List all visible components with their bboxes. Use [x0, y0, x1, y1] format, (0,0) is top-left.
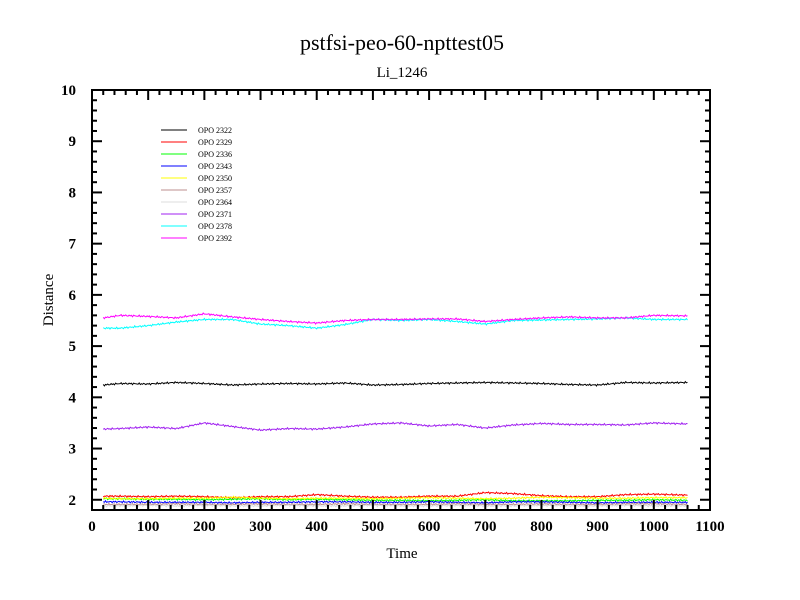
x-tick-label-1: 100: [137, 519, 160, 535]
legend-label-1: OPO 2329: [198, 138, 232, 147]
legend-label-3: OPO 2343: [198, 162, 232, 171]
x-tick-label-5: 500: [362, 519, 385, 535]
x-tick-label-2: 200: [193, 519, 216, 535]
ticks-layer: 0 100 200 300 400 500 600 700 800 900 1000 1100 2 3 4 5…: [61, 83, 725, 535]
series-line-7: [102, 421, 688, 432]
y-tick-label-0: 2: [69, 493, 77, 509]
x-tick-label-9: 900: [586, 519, 609, 535]
y-tick-label-2: 4: [69, 390, 77, 406]
x-tick-label-3: 300: [249, 519, 272, 535]
series-line-4: [102, 495, 688, 501]
legend-label-9: OPO 2392: [198, 234, 232, 243]
legend-label-8: OPO 2378: [198, 222, 232, 231]
series-line-8: [102, 316, 688, 330]
legend: OPO 2322 OPO 2329 OPO 2336 OPO 2343 OPO 2350…: [161, 126, 232, 243]
series-line-5: [103, 502, 688, 507]
x-tick-label-4: 400: [305, 519, 328, 535]
x-tick-label-8: 800: [530, 519, 553, 535]
x-tick-label-6: 600: [418, 519, 441, 535]
y-tick-label-1: 3: [69, 442, 77, 458]
x-axis-label: Time: [386, 546, 417, 562]
legend-label-6: OPO 2364: [198, 198, 232, 207]
y-tick-label-5: 7: [69, 237, 77, 253]
legend-label-5: OPO 2357: [198, 186, 232, 195]
y-tick-label-7: 9: [69, 134, 77, 150]
legend-label-4: OPO 2350: [198, 174, 232, 183]
series-line-0: [102, 380, 688, 387]
y-tick-label-6: 8: [69, 185, 77, 201]
plot-frame: [91, 89, 711, 511]
y-tick-label-3: 5: [69, 339, 77, 355]
y-tick-label-4: 6: [69, 288, 77, 304]
series-line-1: [102, 491, 688, 500]
series-line-2: [103, 497, 688, 503]
y-tick-label-8: 10: [61, 83, 76, 99]
legend-label-2: OPO 2336: [198, 150, 232, 159]
x-tick-label-7: 700: [474, 519, 497, 535]
x-tick-label-10: 1000: [639, 519, 669, 535]
series-line-9: [102, 312, 688, 325]
x-tick-label-0: 0: [88, 519, 96, 535]
chart-title: pstfsi-peo-60-npttest05: [300, 30, 504, 55]
x-tick-label-11: 1100: [695, 519, 724, 535]
legend-label-7: OPO 2371: [198, 210, 232, 219]
series-line-3: [102, 499, 688, 505]
y-axis-label: Distance: [41, 273, 57, 326]
chart-subtitle: Li_1246: [377, 65, 428, 81]
series-layer: [102, 312, 688, 508]
legend-label-0: OPO 2322: [198, 126, 232, 135]
